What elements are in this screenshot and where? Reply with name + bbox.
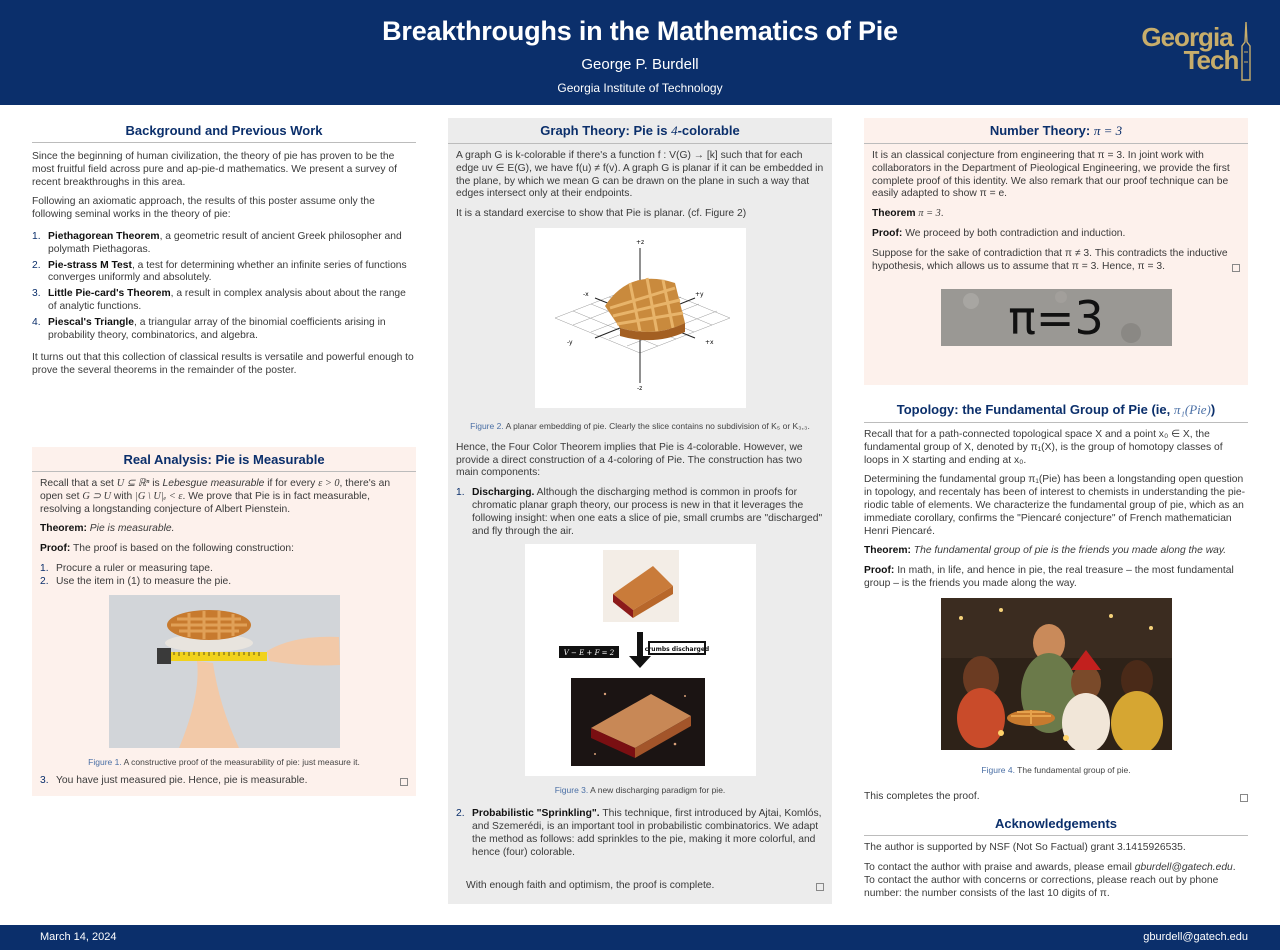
poster-footer: March 14, 2024 gburdell@gatech.edu xyxy=(0,925,1280,950)
pie-planar-embedding-figure: +z -z +x -x +y -y xyxy=(534,227,746,408)
axis-label-px: +x xyxy=(705,339,714,346)
poster-header: Breakthroughs in the Mathematics of Pie … xyxy=(0,0,1280,105)
footer-email[interactable]: gburdell@gatech.edu xyxy=(1143,931,1248,943)
graph-theory-p3: Hence, the Four Color Theorem implies th… xyxy=(456,441,803,479)
qed-icon xyxy=(400,778,408,787)
poster-title: Breakthroughs in the Mathematics of Pie xyxy=(382,16,898,46)
coloring-components-2: 2. Probabilistic "Sprinkling". This techn… xyxy=(456,808,824,859)
acknowledgements-section: Acknowledgements The author is supported… xyxy=(864,811,1248,900)
background-section: Background and Previous Work Since the b… xyxy=(32,118,416,378)
figure-4-caption: Figure 4. The fundamental group of pie. xyxy=(981,764,1131,775)
figure-1-caption: Figure 1. A constructive proof of the me… xyxy=(88,756,360,767)
list-item: 1. Discharging. Although the discharging … xyxy=(456,487,823,537)
real-analysis-title: Real Analysis: Pie is Measurable xyxy=(32,447,416,472)
acknowledgements-p2: To contact the author with praise and aw… xyxy=(864,862,1236,899)
number-theory-p2: Suppose for the sake of contradiction th… xyxy=(872,248,1240,274)
axis-label-ny: -y xyxy=(567,339,573,346)
proof-fundamental-group: Proof: In math, in life, and hence in pi… xyxy=(864,565,1234,589)
footer-date: March 14, 2024 xyxy=(40,931,117,943)
qed-icon xyxy=(816,883,824,892)
axis-label-py: +y xyxy=(695,291,704,298)
proof-pi: Proof: We proceed by both contradiction … xyxy=(872,227,1126,239)
discharging-figure: V − E + F = 2 crumbs discharged xyxy=(524,544,756,777)
background-title: Background and Previous Work xyxy=(32,118,416,143)
theorem-pi: Theorem π = 3. xyxy=(872,208,944,220)
figure-3-caption: Figure 3. A new discharging paradigm for… xyxy=(554,785,726,796)
georgia-tech-logo: Georgia Tech xyxy=(1112,22,1262,86)
author-name: George P. Burdell xyxy=(581,56,699,73)
column-left: Background and Previous Work Since the b… xyxy=(32,118,416,796)
list-item: 1. Piethagorean Theorem, a geometric resu… xyxy=(32,230,402,255)
graph-theory-p1: A graph G is k-colorable if there's a fu… xyxy=(456,150,824,200)
topology-p1: Recall that for a path-connected topolog… xyxy=(864,429,1223,466)
friends-pie-photo xyxy=(940,597,1172,750)
crumbs-discharged-label: crumbs discharged xyxy=(644,646,708,653)
background-p1: Since the beginning of human civilizatio… xyxy=(32,151,397,188)
graph-theory-conclusion: With enough faith and optimism, the proo… xyxy=(456,880,824,893)
measure-step-3: 3. You have just measured pie. Hence, pie… xyxy=(40,775,408,788)
real-analysis-section: Real Analysis: Pie is Measurable Recall … xyxy=(32,447,416,796)
measuring-pie-photo xyxy=(108,594,340,748)
list-item: 4. Piescal's Triangle, a triangular array… xyxy=(32,316,386,341)
contact-email[interactable]: gburdell@gatech.edu xyxy=(1134,862,1233,874)
coloring-components-1: 1. Discharging. Although the discharging … xyxy=(456,487,824,538)
acknowledgements-p1: The author is supported by NSF (Not So F… xyxy=(864,842,1186,854)
list-item: 2. Probabilistic "Sprinkling". This techn… xyxy=(456,808,822,858)
axis-label-nz: -z xyxy=(637,385,642,392)
column-right: Number Theory: π = 3 It is an classical … xyxy=(864,118,1248,901)
number-theory-section: Number Theory: π = 3 It is an classical … xyxy=(864,118,1248,385)
acknowledgements-title: Acknowledgements xyxy=(864,811,1248,837)
background-p2: Following an axiomatic approach, the res… xyxy=(32,196,375,221)
graph-theory-p2: It is a standard exercise to show that P… xyxy=(456,208,747,220)
euler-formula-label: V − E + F = 2 xyxy=(563,649,614,657)
real-analysis-intro: Recall that a set U ⊆ ℝⁿ is Lebesgue mea… xyxy=(40,478,391,515)
list-item: 3. Little Pie-card's Theorem, a result in… xyxy=(32,288,406,312)
topology-closing: This completes the proof. xyxy=(864,791,1248,804)
theorem-measurable: Theorem: Pie is measurable. xyxy=(40,523,175,535)
number-theory-p1: It is an classical conjecture from engin… xyxy=(872,150,1230,200)
column-middle: Graph Theory: Pie is 4-colorable A graph… xyxy=(448,118,832,904)
pi-equals-3-chalk-photo: π=3 xyxy=(940,289,1172,347)
tower-icon xyxy=(1241,22,1251,81)
axis-label-pz: +z xyxy=(636,239,644,246)
seminal-works-list: 1. Piethagorean Theorem, a geometric resu… xyxy=(32,231,416,342)
number-theory-title: Number Theory: π = 3 xyxy=(864,118,1248,144)
proof-measurable: Proof: The proof is based on the followi… xyxy=(40,543,294,555)
topology-title: Topology: the Fundamental Group of Pie (… xyxy=(864,397,1248,423)
theorem-fundamental-group: Theorem: The fundamental group of pie is… xyxy=(864,545,1227,557)
pi-equals-3-text: π=3 xyxy=(1008,291,1104,345)
background-p3: It turns out that this collection of cla… xyxy=(32,352,414,377)
axis-label-nx: -x xyxy=(583,291,589,298)
institution: Georgia Institute of Technology xyxy=(557,81,723,95)
topology-p2: Determining the fundamental group π₁(Pie… xyxy=(864,474,1246,537)
list-item: 3. You have just measured pie. Hence, pie… xyxy=(40,775,408,788)
list-item: 1. Procure a ruler or measuring tape. xyxy=(40,562,213,574)
list-item: 2. Pie-strass M Test, a test for determin… xyxy=(32,259,407,284)
measure-steps: 1. Procure a ruler or measuring tape. 2. U… xyxy=(40,563,408,589)
topology-section: Topology: the Fundamental Group of Pie (… xyxy=(864,397,1248,803)
figure-2-caption: Figure 2. A planar embedding of pie. Cle… xyxy=(470,420,810,431)
list-item: 2. Use the item in (1) to measure the pie… xyxy=(40,575,232,587)
graph-theory-title: Graph Theory: Pie is 4-colorable xyxy=(448,118,832,144)
qed-icon xyxy=(1240,793,1248,802)
qed-icon xyxy=(1232,263,1240,272)
